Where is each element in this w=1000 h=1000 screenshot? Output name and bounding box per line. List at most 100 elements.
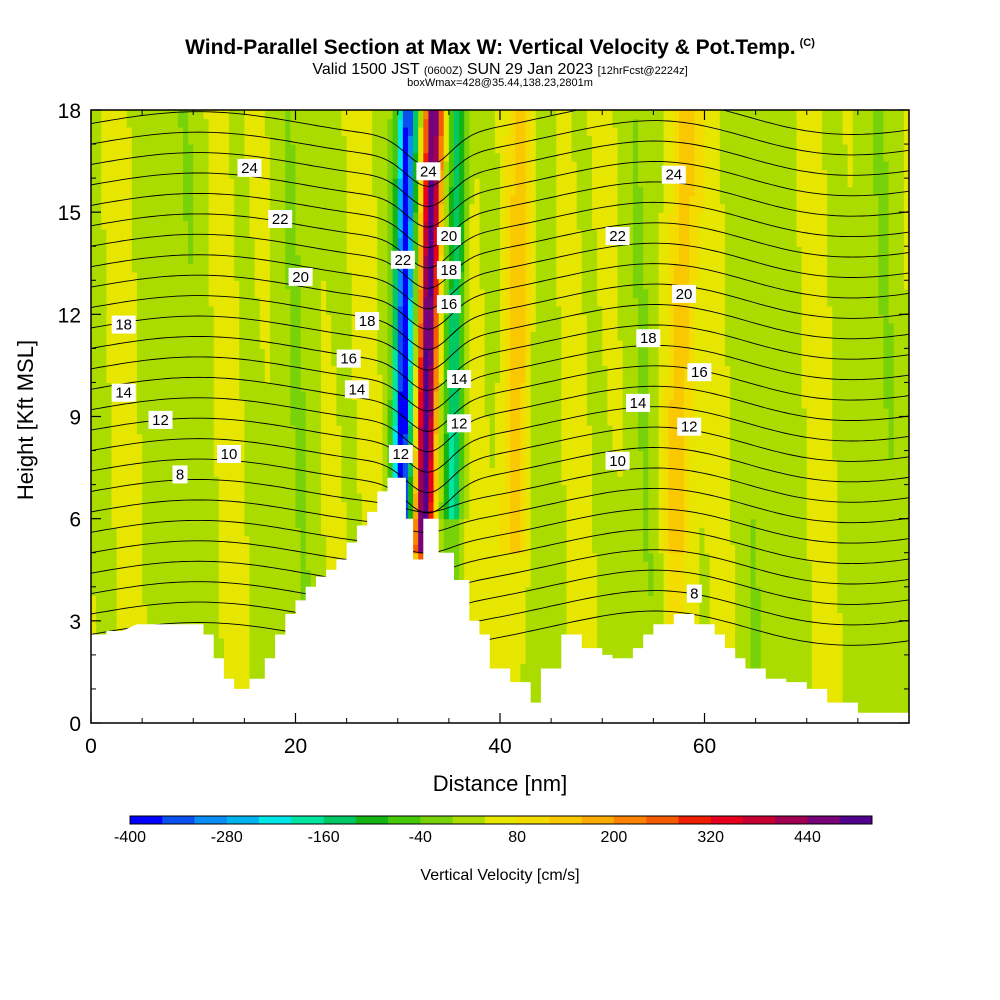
velocity-cell [91, 263, 97, 273]
velocity-cell [310, 339, 317, 349]
velocity-cell [203, 263, 210, 273]
velocity-cell [96, 493, 102, 503]
velocity-cell [157, 220, 164, 230]
velocity-cell [269, 271, 276, 281]
velocity-cell [142, 246, 148, 256]
velocity-cell [269, 484, 276, 494]
velocity-cell [111, 459, 118, 469]
velocity-cell [280, 425, 286, 435]
velocity-cell [310, 484, 317, 494]
velocity-cell [377, 450, 384, 460]
velocity-cell [413, 203, 419, 213]
velocity-cell [152, 510, 159, 520]
velocity-cell [275, 390, 281, 401]
velocity-cell [346, 331, 353, 341]
velocity-cell [310, 144, 317, 154]
velocity-cell [351, 399, 358, 409]
velocity-cell [213, 501, 220, 511]
velocity-cell [234, 314, 240, 324]
velocity-cell [346, 288, 353, 298]
velocity-cell [280, 433, 286, 443]
velocity-cell [208, 178, 215, 188]
velocity-cell [142, 578, 148, 588]
velocity-cell [223, 637, 230, 647]
velocity-cell [367, 331, 373, 341]
velocity-cell [254, 288, 261, 298]
velocity-cell [295, 288, 302, 298]
velocity-cell [147, 612, 153, 622]
velocity-cell [428, 144, 435, 154]
velocity-cell [264, 510, 271, 520]
velocity-cell [188, 254, 194, 264]
velocity-cell [254, 552, 261, 562]
velocity-cell [331, 527, 337, 537]
velocity-cell [157, 186, 164, 196]
velocity-cell [418, 390, 424, 401]
velocity-cell [356, 501, 363, 511]
velocity-cell [106, 237, 113, 247]
velocity-cell [397, 314, 404, 324]
velocity-cell [321, 459, 327, 469]
velocity-cell [157, 271, 164, 281]
velocity-cell [152, 450, 159, 460]
velocity-cell [234, 654, 240, 664]
velocity-cell [356, 510, 363, 520]
velocity-cell [213, 527, 220, 537]
velocity-cell [142, 348, 148, 358]
velocity-cell [264, 399, 271, 409]
velocity-cell [126, 493, 133, 503]
velocity-cell [326, 484, 332, 494]
velocity-cell [147, 535, 153, 545]
velocity-cell [137, 569, 143, 579]
velocity-cell [295, 450, 302, 460]
velocity-cell [96, 178, 102, 188]
velocity-cell [218, 501, 225, 511]
velocity-cell [326, 263, 332, 273]
velocity-cell [121, 544, 128, 554]
velocity-cell [203, 169, 210, 179]
velocity-cell [269, 527, 276, 537]
velocity-cell [392, 246, 399, 256]
velocity-cell [382, 314, 389, 324]
velocity-cell [382, 322, 389, 332]
velocity-cell [336, 280, 343, 290]
velocity-cell [413, 544, 419, 554]
velocity-cell [249, 620, 256, 630]
velocity-cell [116, 407, 123, 418]
velocity-cell [356, 169, 363, 179]
velocity-cell [305, 476, 312, 486]
velocity-cell [91, 203, 97, 213]
velocity-cell [213, 152, 220, 162]
velocity-cell [244, 637, 251, 647]
velocity-cell [101, 467, 107, 477]
velocity-cell [372, 144, 378, 154]
velocity-cell [423, 220, 430, 230]
velocity-cell [372, 152, 378, 162]
velocity-cell [418, 203, 424, 213]
velocity-cell [433, 322, 440, 332]
velocity-cell [423, 476, 430, 486]
velocity-cell [96, 399, 102, 409]
velocity-cell [367, 161, 373, 171]
velocity-cell [377, 263, 384, 273]
velocity-cell [413, 271, 419, 281]
velocity-cell [387, 467, 394, 477]
velocity-cell [254, 569, 261, 579]
velocity-cell [438, 195, 445, 205]
velocity-cell [264, 476, 271, 486]
velocity-cell [188, 365, 194, 375]
velocity-cell [269, 305, 276, 315]
velocity-cell [305, 263, 312, 273]
velocity-cell [418, 527, 424, 537]
velocity-cell [208, 442, 215, 452]
velocity-cell [162, 433, 169, 443]
velocity-cell [423, 144, 430, 154]
velocity-cell [167, 229, 174, 239]
velocity-cell [413, 212, 419, 222]
velocity-cell [172, 305, 179, 315]
velocity-cell [418, 314, 424, 324]
velocity-cell [213, 356, 220, 367]
velocity-cell [177, 178, 184, 188]
velocity-cell [111, 297, 118, 307]
velocity-cell [223, 118, 230, 128]
